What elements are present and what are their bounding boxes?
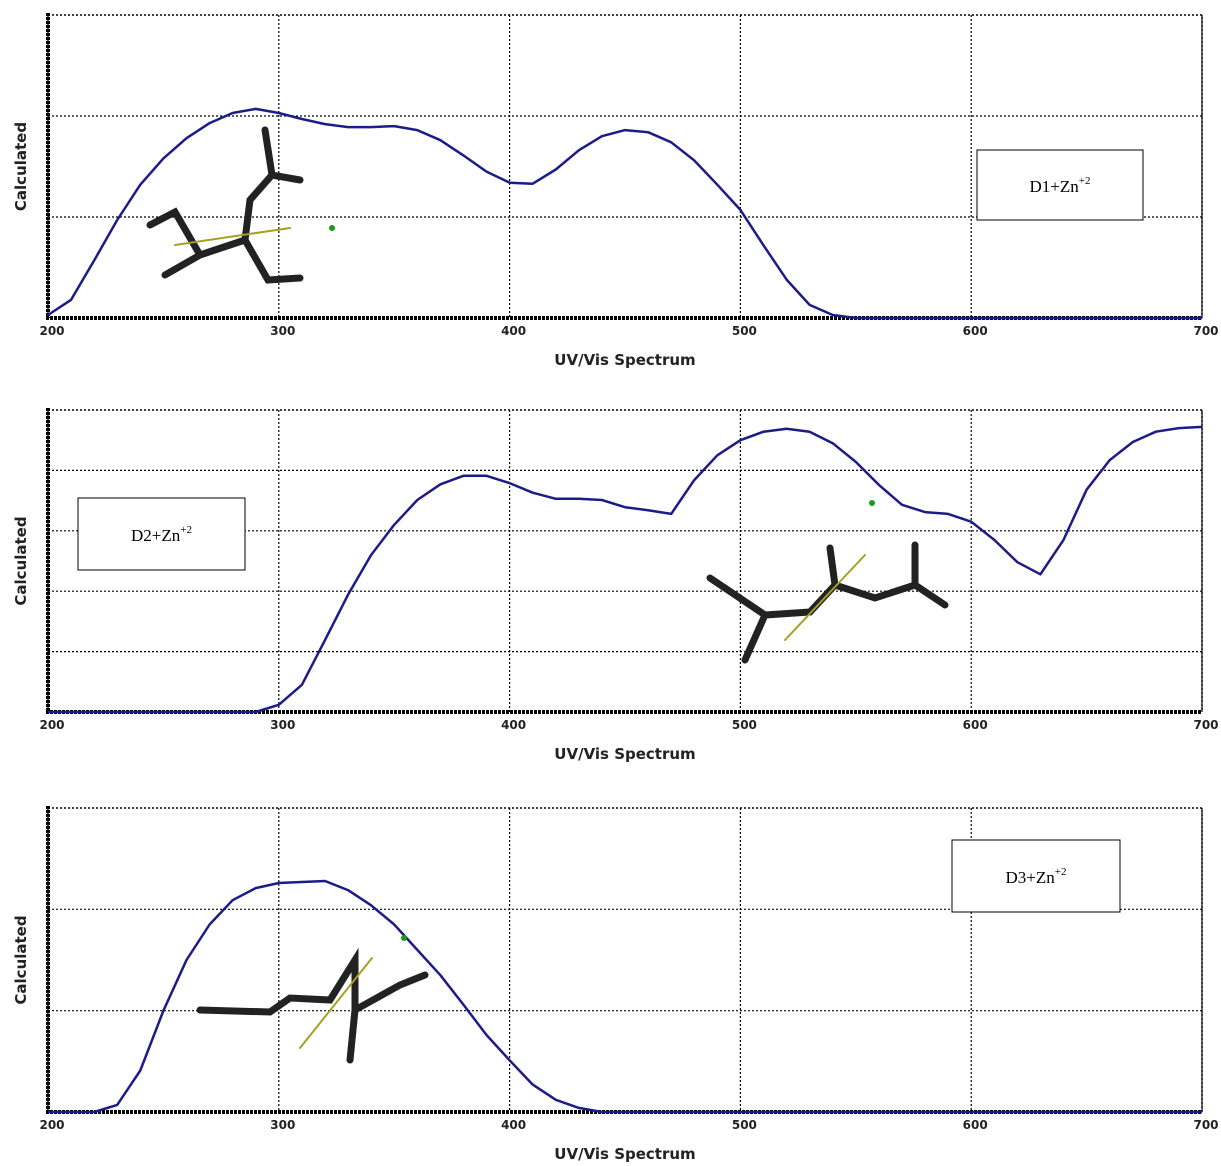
x-tick-label: 500 — [732, 718, 757, 732]
chart-panel: 200 300 400 500 600 700 UV/Vis Spectrum Calcula… — [12, 806, 1219, 1163]
x-tick-label: 200 — [39, 718, 64, 732]
x-tick-label: 200 — [39, 1118, 64, 1132]
spectrum-line — [48, 881, 1202, 1112]
x-axis-title: UV/Vis Spectrum — [554, 1145, 695, 1163]
annotation-superscript: +2 — [1079, 175, 1091, 187]
chart-panel: 200 300 400 500 600 700 UV/Vis Spectrum Calcula… — [12, 13, 1219, 369]
y-axis-title: Calculated — [12, 516, 30, 605]
x-tick-label: 700 — [1193, 718, 1218, 732]
x-tick-label: 600 — [963, 718, 988, 732]
annotation-text: D2+Zn — [131, 526, 181, 545]
x-tick-label: 300 — [270, 718, 295, 732]
x-axis-title: UV/Vis Spectrum — [554, 351, 695, 369]
x-tick-label: 700 — [1193, 1118, 1218, 1132]
x-axis-title: UV/Vis Spectrum — [554, 745, 695, 763]
molecule-decoration — [150, 130, 945, 1060]
chart-panel: 200 300 400 500 600 700 UV/Vis Spectrum Calcula… — [12, 408, 1219, 763]
x-tick-label: 700 — [1193, 324, 1218, 338]
annotation-text: D1+Zn — [1030, 177, 1080, 196]
x-tick-label: 400 — [501, 1118, 526, 1132]
x-tick-label: 500 — [732, 1118, 757, 1132]
x-tick-label: 600 — [963, 324, 988, 338]
y-axis-title: Calculated — [12, 122, 30, 211]
figure: 200 300 400 500 600 700 UV/Vis Spectrum Calcula… — [0, 0, 1221, 1166]
x-tick-label: 300 — [270, 1118, 295, 1132]
y-axis-title: Calculated — [12, 915, 30, 1004]
annotation-text: D3+Zn — [1006, 868, 1056, 887]
annotation-superscript: +2 — [180, 524, 192, 536]
x-tick-label: 300 — [270, 324, 295, 338]
x-tick-label: 200 — [39, 324, 64, 338]
x-tick-label: 500 — [732, 324, 757, 338]
x-tick-label: 400 — [501, 324, 526, 338]
annotation-superscript: +2 — [1055, 866, 1067, 878]
x-tick-label: 600 — [963, 1118, 988, 1132]
x-tick-label: 400 — [501, 718, 526, 732]
